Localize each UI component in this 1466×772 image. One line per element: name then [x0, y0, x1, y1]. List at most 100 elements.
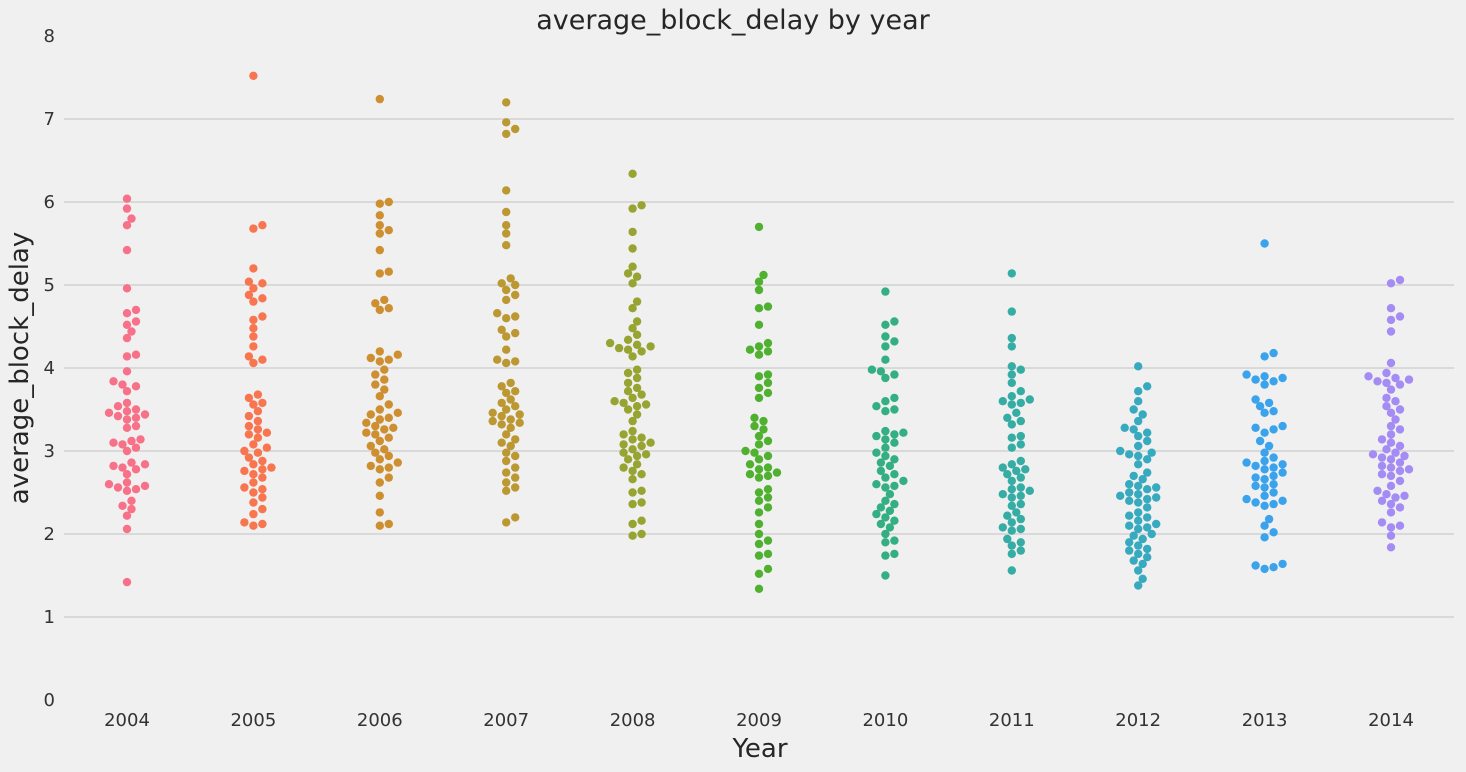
data-point	[890, 481, 899, 491]
data-point	[763, 564, 773, 574]
data-point	[1134, 566, 1143, 575]
data-point	[628, 262, 637, 271]
data-point	[113, 483, 123, 492]
data-point	[488, 416, 497, 426]
data-point	[754, 372, 764, 381]
data-point	[1134, 581, 1143, 590]
data-point	[109, 377, 118, 386]
y-tick-label: 5	[44, 275, 55, 296]
data-point	[375, 221, 384, 230]
data-point	[876, 503, 886, 512]
data-point	[506, 441, 515, 451]
data-point	[502, 285, 511, 295]
data-point	[1395, 521, 1405, 530]
data-point	[745, 460, 755, 469]
data-point	[244, 453, 254, 462]
data-point	[763, 388, 773, 398]
data-point	[375, 491, 384, 500]
data-point	[1269, 377, 1278, 386]
data-point	[1391, 397, 1400, 406]
data-point	[1260, 465, 1269, 474]
y-tick-label: 4	[44, 358, 55, 379]
data-point	[375, 347, 384, 356]
data-point	[1386, 531, 1396, 540]
data-point	[1012, 466, 1021, 476]
data-point	[1012, 508, 1021, 517]
data-point	[253, 448, 263, 457]
y-tick-label: 1	[44, 607, 55, 628]
data-point	[1007, 493, 1016, 502]
data-point	[506, 274, 515, 283]
data-point	[249, 324, 258, 333]
data-point	[1125, 450, 1134, 459]
data-point	[249, 71, 258, 81]
data-point	[1264, 514, 1274, 524]
data-point	[109, 461, 118, 471]
data-point	[628, 435, 637, 444]
data-point	[384, 519, 393, 529]
data-point	[1391, 373, 1400, 383]
data-point	[646, 342, 655, 351]
data-point	[1391, 448, 1400, 457]
data-point	[244, 393, 254, 403]
data-point	[1260, 408, 1269, 417]
data-point	[131, 317, 141, 326]
data-point	[1143, 503, 1152, 512]
data-point	[1143, 553, 1152, 562]
data-point	[628, 279, 637, 288]
data-point	[881, 397, 890, 406]
data-point	[1395, 503, 1405, 512]
data-point	[1134, 516, 1143, 525]
chart-title: average_block_delay by year	[536, 5, 930, 36]
y-tick-labels: 0 1 2 3 4 5 6 7 8	[44, 26, 55, 711]
data-point	[899, 428, 908, 437]
data-point	[375, 455, 384, 464]
data-point	[122, 398, 132, 408]
data-point	[1260, 380, 1269, 389]
data-point	[754, 496, 764, 505]
data-point	[1143, 436, 1152, 446]
data-point	[1269, 528, 1278, 537]
data-point	[1386, 471, 1396, 481]
data-point	[366, 461, 375, 471]
y-tick-label: 3	[44, 441, 55, 462]
data-point	[375, 508, 384, 517]
data-point	[1260, 483, 1269, 492]
x-tick-label: 2012	[1115, 710, 1161, 731]
data-point	[249, 315, 258, 325]
data-point	[763, 503, 773, 512]
data-point	[380, 365, 389, 374]
data-point	[1382, 393, 1391, 403]
data-point	[258, 473, 267, 482]
data-point	[136, 435, 145, 444]
data-point	[131, 443, 141, 452]
data-point	[1007, 333, 1016, 343]
data-point	[366, 410, 375, 419]
data-point	[1007, 476, 1016, 486]
data-point	[502, 518, 511, 527]
data-point	[763, 463, 773, 472]
data-point	[1377, 453, 1387, 462]
data-point	[881, 473, 890, 482]
data-point	[393, 350, 402, 359]
data-point	[371, 380, 380, 389]
data-point	[1269, 453, 1278, 462]
data-point	[122, 320, 132, 329]
data-point	[1016, 365, 1025, 374]
data-point	[1386, 455, 1396, 464]
data-point	[1134, 431, 1143, 441]
data-point	[759, 416, 768, 426]
data-point	[104, 408, 114, 417]
data-point	[384, 355, 393, 364]
data-point	[754, 277, 764, 286]
data-point	[637, 433, 646, 442]
data-point	[1386, 508, 1396, 517]
data-point	[1007, 370, 1016, 379]
data-point	[637, 201, 646, 210]
data-point	[1377, 518, 1387, 527]
data-point	[623, 405, 633, 414]
data-point	[371, 370, 380, 379]
data-point	[1386, 481, 1396, 491]
data-point	[511, 402, 520, 411]
y-tick-label: 6	[44, 192, 55, 213]
